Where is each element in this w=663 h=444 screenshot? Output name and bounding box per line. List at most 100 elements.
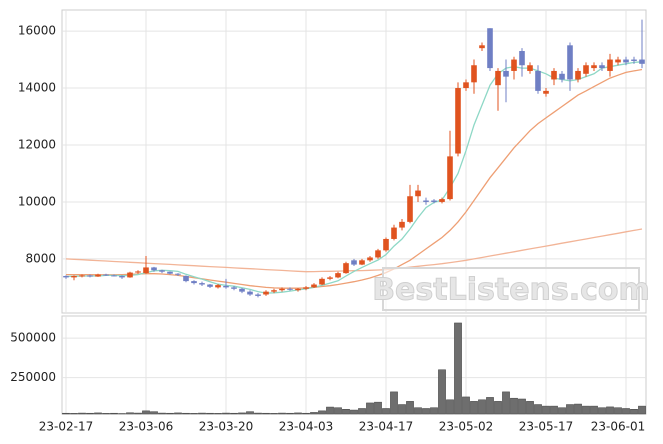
volume-tick-label: 250000 (10, 370, 56, 384)
candle-body (119, 275, 125, 278)
candle-body (71, 275, 77, 278)
x-tick-label: 23-05-17 (519, 420, 573, 434)
volume-bar (134, 412, 142, 415)
volume-bar (318, 410, 326, 415)
candle-body (615, 59, 621, 63)
candle-body (191, 281, 197, 284)
volume-bar (622, 408, 630, 415)
candle-body (271, 290, 277, 292)
volume-bar (350, 409, 358, 415)
candle-body (519, 51, 525, 66)
volume-bar (302, 412, 310, 415)
candle-body (223, 285, 229, 288)
candle-body (199, 283, 205, 285)
candle-body (431, 200, 437, 202)
candle-body (399, 221, 405, 228)
volume-bar (182, 412, 190, 415)
candle-body (135, 271, 141, 273)
volume-bar (62, 412, 70, 415)
candle-body (391, 227, 397, 239)
candle-body (143, 267, 149, 274)
volume-bar (374, 401, 382, 415)
candle-body (87, 275, 93, 277)
candle-body (239, 288, 245, 292)
candle-body (287, 288, 293, 290)
candle-body (487, 28, 493, 69)
volume-bar (390, 391, 398, 415)
candle-body (167, 271, 173, 274)
candle-body (415, 190, 421, 197)
volume-bar (478, 399, 486, 415)
volume-bar (278, 412, 286, 415)
candle-body (319, 278, 325, 285)
volume-bar (438, 369, 446, 415)
candle-body (639, 59, 645, 64)
candle-body (335, 273, 341, 278)
y-tick-label: 14000 (18, 81, 56, 95)
volume-bar (158, 412, 166, 415)
x-tick-label: 23-02-17 (39, 420, 93, 434)
candle-body (447, 156, 453, 200)
candle-body (207, 284, 213, 287)
price-panel (61, 9, 647, 314)
volume-bar (198, 412, 206, 415)
volume-bar (446, 399, 454, 415)
volume-bar (574, 403, 582, 415)
volume-bar (262, 412, 270, 415)
volume-bar (638, 405, 646, 415)
candle-body (383, 238, 389, 251)
volume-bar (246, 411, 254, 415)
volume-bar (174, 412, 182, 415)
candle-body (103, 274, 109, 276)
candle-body (247, 291, 253, 295)
volume-bar (414, 407, 422, 415)
volume-bar (110, 412, 118, 415)
candle-body (575, 70, 581, 80)
candle-body (511, 59, 517, 71)
candle-body (455, 88, 461, 154)
moving-average-line (66, 68, 643, 289)
y-tick-label: 10000 (18, 194, 56, 208)
candle-body (279, 288, 285, 291)
candle-body (631, 59, 637, 61)
volume-bar (582, 405, 590, 415)
volume-bar (630, 409, 638, 415)
volume-tick-label: 500000 (10, 331, 56, 345)
candle-body (343, 263, 349, 274)
candle-body (111, 275, 117, 277)
volume-bar (310, 412, 318, 415)
volume-bar (334, 407, 342, 415)
volume-bar (294, 412, 302, 415)
volume-bar (430, 407, 438, 415)
candle-body (263, 291, 269, 295)
volume-bar (326, 406, 334, 415)
candle-body (591, 65, 597, 69)
volume-bar (238, 412, 246, 415)
volume-bar (286, 412, 294, 415)
candle-body (183, 275, 189, 282)
candle-body (175, 273, 181, 275)
candle-body (583, 65, 589, 74)
candle-body (159, 270, 165, 272)
candle-body (215, 285, 221, 288)
candle-body (407, 196, 413, 222)
x-tick-label: 23-04-17 (359, 420, 413, 434)
candle-body (439, 199, 445, 202)
volume-bar (86, 412, 94, 415)
volume-bar (150, 411, 158, 415)
x-tick-label: 23-03-06 (119, 420, 173, 434)
volume-bar (126, 412, 134, 415)
candle-body (327, 277, 333, 279)
candle-body (479, 45, 485, 49)
volume-bar (510, 397, 518, 415)
volume-bar (526, 401, 534, 415)
volume-bar (550, 405, 558, 415)
x-tick-label: 23-03-20 (199, 420, 253, 434)
x-tick-label: 23-05-02 (439, 420, 493, 434)
volume-bar (78, 412, 86, 415)
candle-body (295, 288, 301, 291)
candle-body (599, 65, 605, 69)
candle-body (375, 250, 381, 258)
candle-body (303, 287, 309, 289)
